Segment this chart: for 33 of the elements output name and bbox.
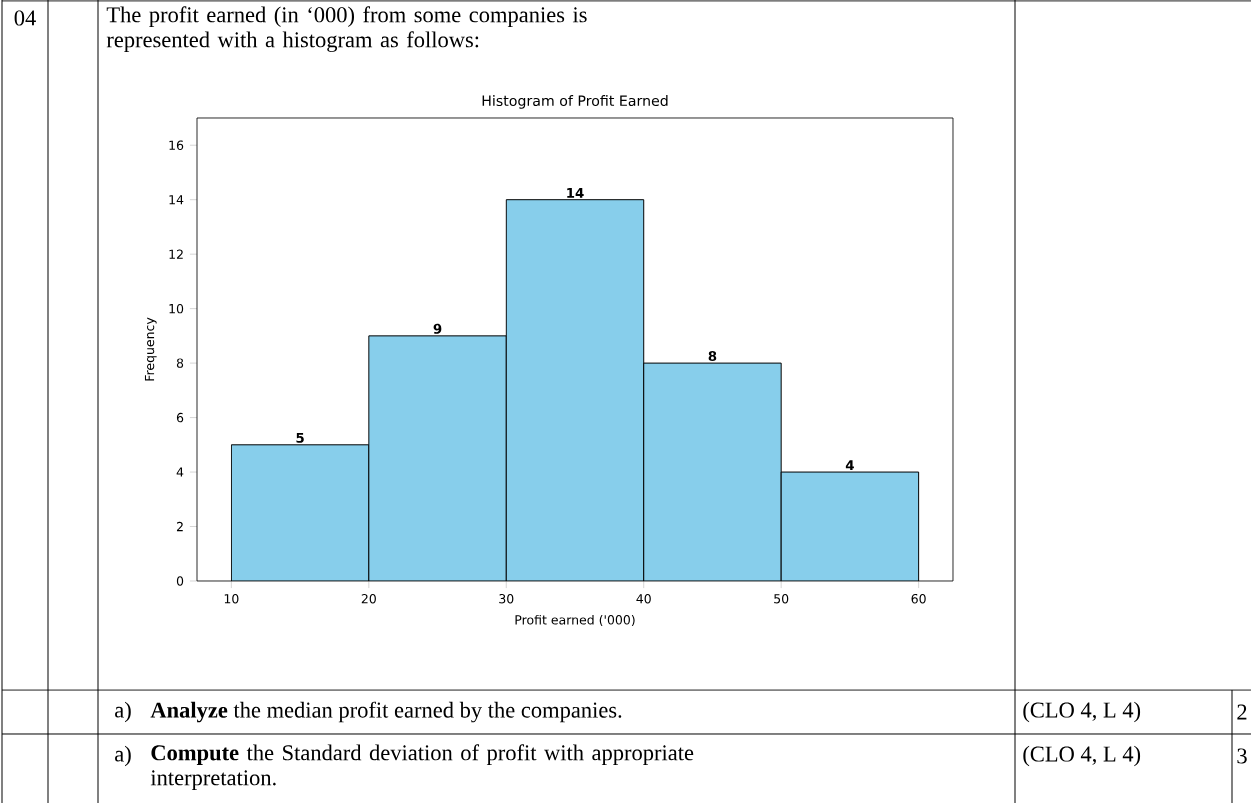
data-label: 4 (845, 460, 854, 471)
text: 04 (14, 10, 36, 26)
x-tick-label: 50 (774, 593, 789, 604)
text: (CLO 4, L 4) (1023, 745, 1141, 767)
text: (CLO 4, L 4) (1023, 701, 1141, 723)
x-axis-title: Profit earned ('000) (515, 614, 635, 627)
data-label: 8 (708, 351, 717, 362)
y-tick-label: 2 (176, 521, 183, 532)
data-label: 14 (567, 187, 584, 198)
y-tick-label: 6 (176, 412, 184, 423)
x-tick-label: 40 (636, 593, 651, 604)
text: Compute the Standard deviation of profit with appropriate interpretation. (150, 744, 694, 790)
y-tick-label: 0 (176, 576, 184, 586)
data-label: 9 (433, 323, 442, 334)
text: The profit earned (in ‘000) from some companies is represented with a histogram as follows: (106, 6, 587, 53)
x-tick-label: 10 (224, 593, 239, 604)
y-tick-label: 14 (169, 195, 184, 205)
y-axis-title: Frequency (144, 317, 157, 381)
text: a) (115, 701, 131, 723)
y-tick-label: 12 (169, 249, 183, 259)
y-tick-label: 4 (176, 467, 184, 477)
y-tick-label: 8 (176, 358, 184, 368)
x-tick-label: 20 (361, 593, 376, 604)
data-label: 5 (296, 432, 304, 443)
x-tick-label: 30 (499, 593, 514, 604)
text: 3 (1237, 748, 1247, 764)
y-tick-label: 10 (169, 303, 184, 314)
y-tick-label: 16 (169, 140, 184, 150)
text: a) (115, 745, 131, 767)
text: Analyze the median profit earned by the companies. (150, 701, 622, 723)
chart-title: Histogram of Profit Earned (482, 95, 668, 109)
text: 2 (1237, 704, 1247, 720)
x-tick-label: 60 (911, 593, 926, 604)
